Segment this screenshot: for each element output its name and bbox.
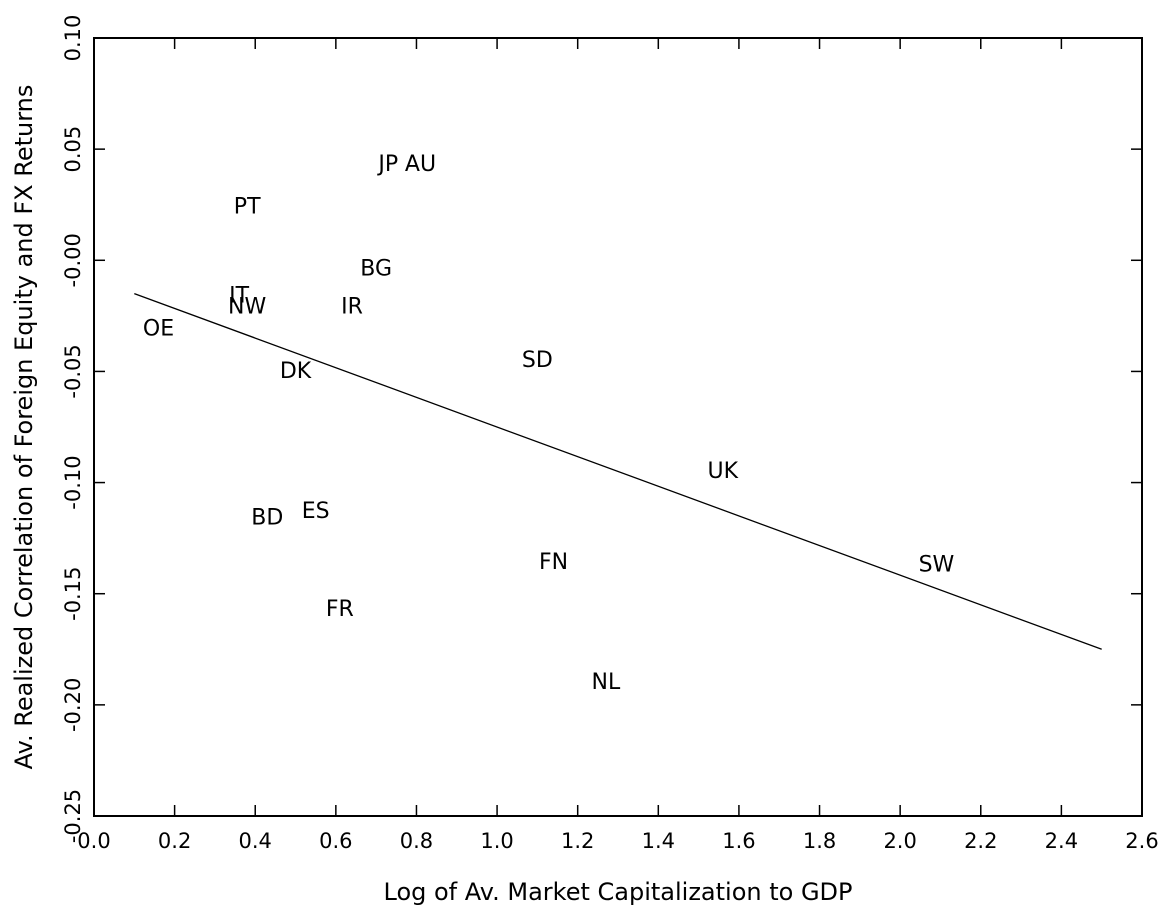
y-tick-label: -0.00 <box>61 233 85 287</box>
x-axis: 0.0 0.2 0.4 0.6 0.8 1.0 1.2 1.4 1.6 1.8 2.0 2.2 2.4 2… <box>77 38 1159 853</box>
x-tick-label: 0.8 <box>400 829 433 853</box>
x-tick-label: 2.4 <box>1045 829 1078 853</box>
x-tick-label: 1.2 <box>561 829 594 853</box>
point-label-fn: FN <box>539 550 568 575</box>
point-label-sw: SW <box>919 552 955 577</box>
point-label-nw: NW <box>228 294 266 319</box>
y-tick-label: -0.25 <box>61 789 85 843</box>
point-label-nl: NL <box>592 670 621 695</box>
regression-line <box>134 293 1102 650</box>
x-tick-label: 0.6 <box>319 829 352 853</box>
y-axis-title: Av. Realized Correlation of Foreign Equi… <box>10 85 38 770</box>
x-axis-title: Log of Av. Market Capitalization to GDP <box>384 878 853 906</box>
x-tick-label: 2.0 <box>883 829 916 853</box>
x-tick-label: 1.8 <box>803 829 836 853</box>
regression-line-group <box>134 293 1102 650</box>
point-label-oe: OE <box>143 317 174 342</box>
plot-frame <box>93 37 1143 817</box>
y-axis: 0.10 0.05 -0.00 -0.05 -0.10 -0.15 -0.20 -0.25 <box>61 15 1142 843</box>
x-tick-label: 2.2 <box>964 829 997 853</box>
x-tick-label: 0.0 <box>77 829 110 853</box>
y-tick-label: -0.15 <box>61 567 85 621</box>
point-label-pt: PT <box>234 194 261 219</box>
point-label-bd: BD <box>251 506 283 531</box>
point-label-es: ES <box>302 499 330 524</box>
point-label-dk: DK <box>280 359 312 384</box>
point-label-it: IT <box>229 283 249 308</box>
y-tick-label: 0.10 <box>61 15 85 62</box>
x-tick-label: 1.6 <box>722 829 755 853</box>
y-tick-label: -0.20 <box>61 678 85 732</box>
point-label-jp: JP <box>376 152 398 177</box>
point-label-bg: BG <box>360 257 392 282</box>
point-label-ir: IR <box>341 294 363 319</box>
point-label-fr: FR <box>326 597 354 622</box>
x-tick-label: 0.4 <box>239 829 272 853</box>
x-tick-label: 2.6 <box>1125 829 1158 853</box>
point-label-sd: SD <box>522 348 553 373</box>
point-label-au: AU <box>405 152 436 177</box>
point-label-uk: UK <box>708 459 739 484</box>
x-tick-label: 0.2 <box>158 829 191 853</box>
x-tick-label: 1.4 <box>642 829 675 853</box>
y-tick-label: -0.10 <box>61 455 85 509</box>
y-tick-label: 0.05 <box>61 126 85 173</box>
x-tick-label: 1.0 <box>480 829 513 853</box>
y-tick-label: -0.05 <box>61 344 85 398</box>
